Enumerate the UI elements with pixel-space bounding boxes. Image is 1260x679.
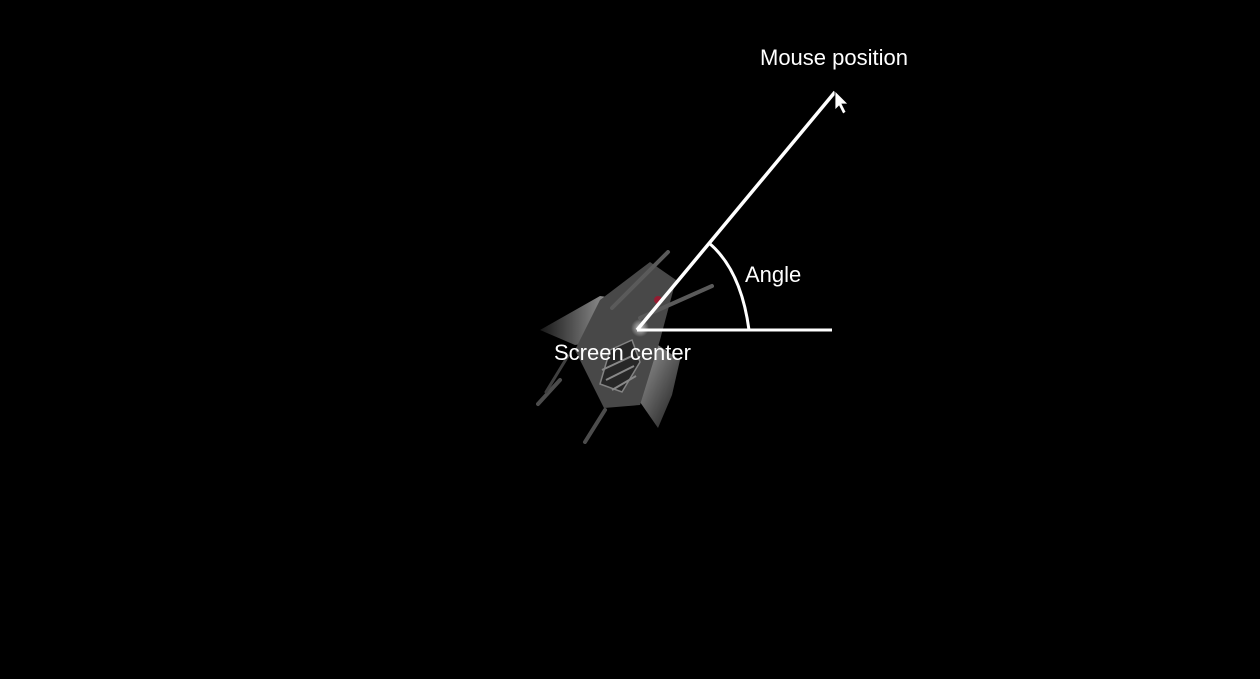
ship-gun (536, 378, 562, 406)
screen-center-label: Screen center (554, 340, 691, 365)
spaceship (536, 250, 714, 444)
ship-gun (544, 354, 570, 394)
ship-plate-line (611, 375, 637, 391)
ship-plate-line (601, 355, 633, 371)
mouse-direction-line (635, 90, 837, 332)
mouse-position-label: Mouse position (760, 45, 908, 70)
angle-arc (708, 241, 751, 331)
ship-hull (575, 262, 676, 408)
mouse-cursor-icon (834, 90, 849, 115)
ship-gun (610, 250, 670, 310)
ship-plate-line (605, 365, 635, 381)
angle-label: Angle (745, 262, 802, 287)
ship-gun (583, 408, 607, 444)
